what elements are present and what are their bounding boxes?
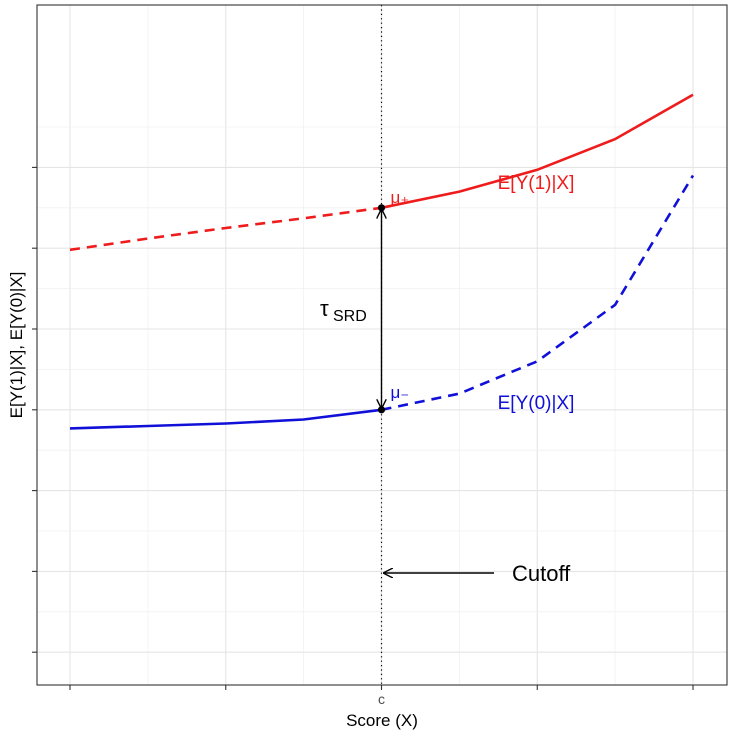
- cutoff-label: Cutoff: [512, 561, 571, 586]
- series-line-control-right: [381, 174, 695, 412]
- tau-label: τ: [320, 296, 329, 321]
- mu-plus-label: μ₊: [391, 188, 410, 207]
- series-label-control: E[Y(0)|X]: [498, 393, 575, 414]
- annotations: μ₊ μ₋ τ SRD E[Y(1)|X] E[Y(0)|X] Cutoff: [320, 173, 574, 586]
- mu-minus-label: μ₋: [391, 383, 410, 402]
- tau-subscript-label: SRD: [333, 308, 367, 325]
- y-axis-label: E[Y(1)|X], E[Y(0)|X]: [7, 272, 26, 419]
- series-line-control-left: [69, 408, 382, 430]
- series-label-treated: E[Y(1)|X]: [498, 173, 575, 194]
- axes: c: [32, 166, 694, 707]
- series-line-treated-right: [381, 93, 694, 210]
- series-line-treated-left: [69, 206, 382, 252]
- x-tick-label: c: [378, 691, 385, 707]
- x-axis-label: Score (X): [346, 711, 418, 730]
